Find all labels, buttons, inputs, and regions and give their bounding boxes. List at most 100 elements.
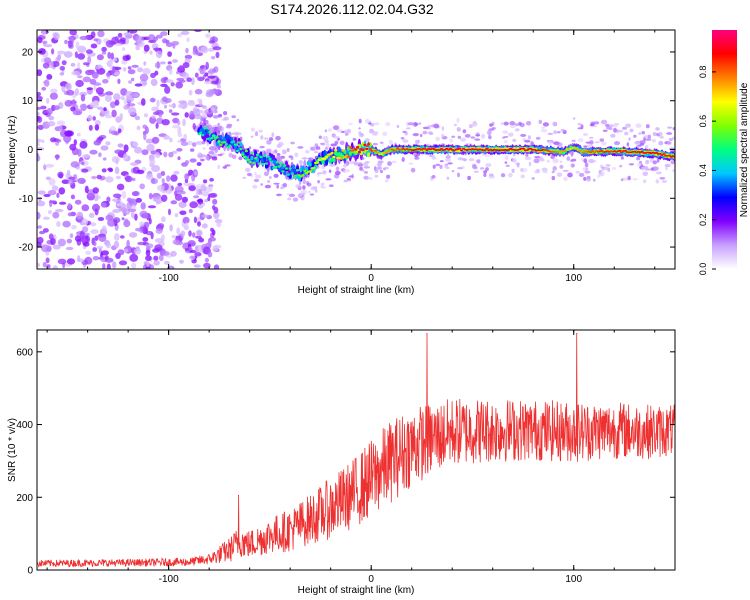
ridge-cell <box>263 154 267 157</box>
noise-cell <box>202 147 206 150</box>
noise-cell <box>160 83 168 87</box>
noise-cell <box>444 158 452 162</box>
noise-cell <box>197 221 201 227</box>
snr-ticks: -100 0 100 0 200 400 600 <box>16 330 675 585</box>
noise-cell <box>145 138 154 144</box>
noise-cell <box>139 183 145 190</box>
noise-cell <box>46 74 53 80</box>
noise-cell <box>85 250 91 255</box>
noise-cell <box>131 262 137 269</box>
noise-cell <box>165 42 173 48</box>
noise-cell <box>172 239 180 245</box>
noise-cell <box>389 141 394 145</box>
noise-cell <box>605 164 611 167</box>
noise-cell <box>589 124 594 127</box>
noise-cell <box>105 114 113 119</box>
noise-cell <box>324 129 328 133</box>
ridge-cell <box>330 151 334 155</box>
noise-cell <box>488 173 494 177</box>
noise-cell <box>180 230 186 237</box>
noise-cell <box>475 134 481 137</box>
noise-cell <box>46 97 50 104</box>
ridge-cell <box>253 149 258 158</box>
noise-cell <box>185 47 189 54</box>
ridge-cell <box>348 146 352 149</box>
noise-cell <box>322 135 329 141</box>
noise-cell <box>207 240 212 248</box>
noise-cell <box>583 176 587 181</box>
noise-cell <box>37 225 43 229</box>
noise-cell <box>645 124 650 129</box>
noise-cell <box>368 177 373 180</box>
noise-cell <box>200 158 205 162</box>
ridge-cell <box>301 174 305 177</box>
noise-cell <box>68 176 76 180</box>
noise-cell <box>37 200 46 207</box>
noise-cell <box>81 161 85 165</box>
noise-cell <box>106 72 111 77</box>
noise-cell <box>69 143 77 151</box>
ridge-cell <box>212 134 216 138</box>
noise-cell <box>173 170 180 175</box>
noise-cell <box>572 117 576 120</box>
noise-cell <box>94 197 99 202</box>
noise-cell <box>609 124 614 128</box>
noise-cell <box>655 171 662 175</box>
noise-cell <box>217 122 220 126</box>
spectrogram-ytick-label: 10 <box>22 96 34 107</box>
snr-xtick-label: 100 <box>565 574 582 585</box>
ridge-cell <box>286 173 290 176</box>
ridge-cell <box>270 160 274 163</box>
spectrogram-ytick-label: 0 <box>27 145 33 156</box>
noise-cell <box>180 30 190 36</box>
noise-cell <box>110 52 115 60</box>
noise-cell <box>644 168 651 171</box>
noise-cell <box>253 178 260 183</box>
noise-cell <box>656 158 660 163</box>
noise-cell <box>594 141 600 144</box>
noise-cell <box>131 64 139 68</box>
snr-ylabel: SNR (10 * v/v) <box>7 418 18 482</box>
noise-cell <box>160 234 165 242</box>
noise-cell <box>117 249 125 256</box>
noise-cell <box>602 166 609 170</box>
noise-cell <box>184 160 190 165</box>
noise-cell <box>82 76 92 83</box>
noise-cell <box>51 48 55 55</box>
noise-cell <box>153 255 159 261</box>
noise-cell <box>174 193 183 201</box>
ridge-cell <box>239 142 243 147</box>
ridge-cell <box>323 157 327 160</box>
ridge-cell <box>308 170 312 173</box>
ridge-cell <box>357 150 361 154</box>
noise-cell <box>209 192 218 198</box>
noise-cell <box>456 117 460 123</box>
noise-cell <box>552 121 557 127</box>
noise-cell <box>192 142 197 148</box>
noise-cell <box>206 141 209 147</box>
noise-cell <box>223 111 228 116</box>
noise-cell <box>82 226 89 233</box>
noise-cell <box>335 140 338 145</box>
noise-cell <box>208 68 215 75</box>
ridge-cell <box>341 149 345 152</box>
noise-cell <box>263 171 269 177</box>
noise-cell <box>346 161 349 166</box>
noise-cell <box>93 100 100 107</box>
noise-cell <box>540 158 545 162</box>
noise-cell <box>471 121 478 127</box>
noise-cell <box>98 152 102 157</box>
noise-cell <box>92 187 100 194</box>
noise-cell <box>108 168 114 173</box>
noise-cell <box>652 160 657 165</box>
noise-cell <box>600 164 603 168</box>
noise-cell <box>203 179 208 184</box>
noise-cell <box>186 37 190 43</box>
noise-cell <box>559 164 564 169</box>
noise-cell <box>435 136 441 142</box>
noise-cell <box>139 73 149 82</box>
noise-cell <box>179 259 184 264</box>
noise-cell <box>358 118 362 124</box>
noise-cell <box>616 129 624 133</box>
